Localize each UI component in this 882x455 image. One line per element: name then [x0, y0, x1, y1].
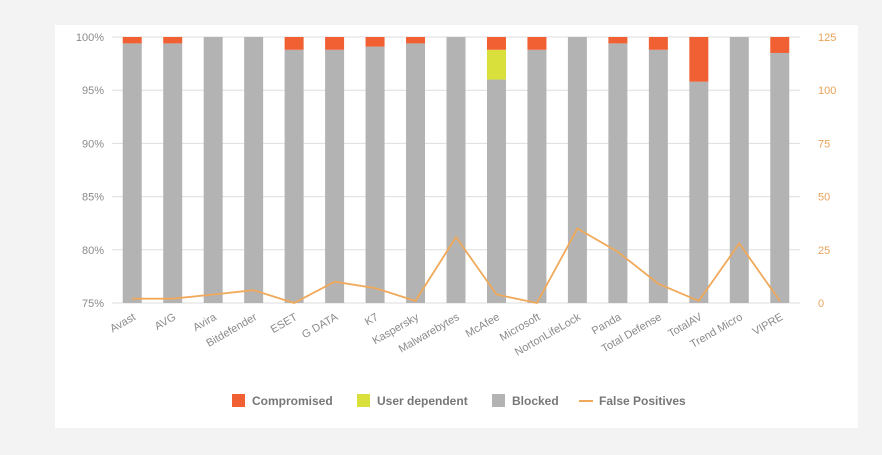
y2-tick-label: 50 [818, 192, 830, 204]
bar-blocked [608, 43, 628, 303]
y-tick-label: 75% [82, 298, 104, 310]
bar-blocked [244, 37, 264, 303]
bar-blocked [163, 43, 183, 303]
bar-compromised [608, 37, 628, 44]
bar-blocked [406, 43, 426, 303]
y-tick-label: 85% [82, 192, 104, 204]
y2-tick-label: 0 [818, 298, 824, 310]
bar-compromised [527, 37, 547, 50]
x-tick-label: VIPRE [751, 311, 786, 338]
bar-compromised [770, 37, 790, 53]
chart-card: 75% 0 80% 25 85% 50 90% 75 95% 100 100% 125 Avast AVG… [55, 25, 858, 428]
bar-compromised [365, 37, 385, 47]
bar-blocked [325, 49, 345, 303]
bar-blocked [729, 37, 749, 303]
bar-blocked [203, 37, 223, 303]
bar-blocked [486, 79, 506, 303]
x-tick-label: McAfee [464, 311, 502, 340]
stacked-bar-chart: 75% 0 80% 25 85% 50 90% 75 95% 100 100% 125 Avast AVG… [76, 32, 837, 408]
bar-compromised [406, 37, 426, 44]
bar-blocked [365, 46, 385, 304]
legend-swatch [232, 394, 245, 407]
bar-compromised [163, 37, 183, 44]
x-tick-label: Avast [108, 311, 138, 335]
bar-compromised [648, 37, 668, 50]
y-tick-label: 80% [82, 245, 104, 257]
y-tick-label: 95% [82, 85, 104, 97]
legend-swatch [492, 394, 505, 407]
y-tick-label: 90% [82, 138, 104, 150]
bar-blocked [122, 43, 142, 303]
x-tick-label: G DATA [300, 311, 341, 341]
bar-compromised [284, 37, 304, 50]
legend-label: False Positives [599, 394, 686, 408]
x-tick-label: K7 [363, 311, 381, 328]
bar-compromised [689, 37, 709, 82]
bar-compromised [486, 37, 506, 50]
y-tick-label: 100% [76, 32, 104, 44]
x-tick-label: ESET [269, 311, 300, 336]
x-tick-label: AVG [153, 311, 178, 333]
bar-blocked [689, 81, 709, 303]
legend-swatch [357, 394, 370, 407]
y2-tick-label: 100 [818, 85, 836, 97]
bar-blocked [567, 37, 587, 303]
bar-blocked [527, 49, 547, 303]
x-tick-label: Avira [191, 311, 219, 334]
bar-blocked [648, 49, 668, 303]
bars [122, 37, 790, 304]
legend-label: User dependent [377, 394, 468, 408]
bar-compromised [325, 37, 345, 50]
legend-label: Compromised [252, 394, 333, 408]
bar-blocked [770, 52, 790, 304]
bar-user-dependent [486, 49, 506, 80]
bar-compromised [122, 37, 142, 44]
y2-tick-label: 125 [818, 32, 836, 44]
bar-blocked [284, 49, 304, 303]
bar-blocked [446, 37, 466, 303]
y2-tick-label: 25 [818, 245, 830, 257]
y2-tick-label: 75 [818, 138, 830, 150]
legend-label: Blocked [512, 394, 559, 408]
legend: Compromised User dependent Blocked False Po… [232, 394, 686, 408]
